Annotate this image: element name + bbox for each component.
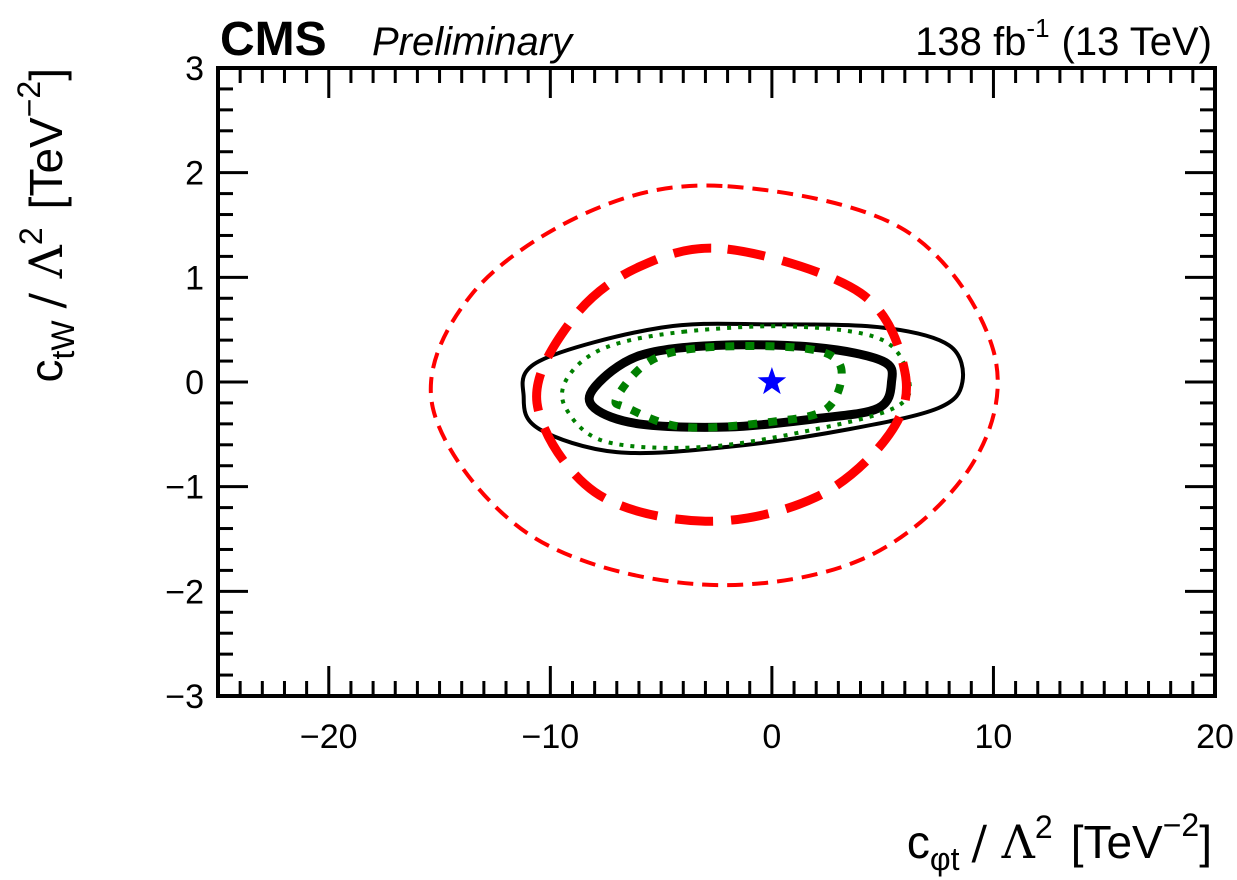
contour-black-thin <box>520 321 965 456</box>
x-tick-label: 0 <box>762 718 781 756</box>
y-tick-label: 0 <box>185 364 204 402</box>
contour-green-thick <box>611 342 846 432</box>
experiment-label: CMS <box>220 13 327 66</box>
x-title-sub: φt <box>930 841 960 877</box>
y-title-sub: tW <box>45 320 81 360</box>
lumi-value: 138 <box>915 20 982 64</box>
y-tick-label: 1 <box>185 259 204 297</box>
x-tick-label: −20 <box>300 718 358 756</box>
contour-red-thick <box>532 243 911 526</box>
y-title-unit: [TeV <box>20 117 72 209</box>
x-axis-title: cφt / Λ2 [TeV−2] <box>907 807 1212 877</box>
best-fit-layer <box>757 367 787 395</box>
x-title-sup: 2 <box>1035 809 1053 845</box>
best-fit-star-marker <box>757 367 787 395</box>
x-tick-label: −10 <box>521 718 579 756</box>
x-title-close: ] <box>1199 816 1212 868</box>
x-tick-label: 20 <box>1196 718 1234 756</box>
y-title-unit-exp: −2 <box>11 81 47 117</box>
y-title-close: ] <box>20 68 72 81</box>
energy-label: (13 TeV) <box>1062 20 1212 64</box>
y-axis-title: ctW / Λ2 [TeV−2] <box>11 68 81 383</box>
x-title-unit: [TeV <box>1071 816 1163 868</box>
luminosity-label: 138 fb-1 (13 TeV) <box>915 13 1212 64</box>
y-tick-label: 2 <box>185 155 204 193</box>
x-title-unit-exp: −2 <box>1163 807 1199 843</box>
y-tick-label: 3 <box>185 50 204 88</box>
x-tick-label: 10 <box>975 718 1013 756</box>
lumi-unit: fb <box>993 20 1026 64</box>
tick-layer <box>216 66 1217 698</box>
x-title-main: c <box>907 816 930 868</box>
y-title-sup: 2 <box>13 227 49 245</box>
contour-red-thin <box>428 183 1000 588</box>
y-tick-label: −3 <box>165 678 204 716</box>
plot-frame <box>216 66 1217 698</box>
contour-layer <box>428 183 1000 588</box>
y-title-main: c <box>20 360 72 383</box>
status-label: Preliminary <box>372 20 575 64</box>
x-title-rest: / Λ <box>972 815 1036 869</box>
y-title-rest: / Λ <box>19 244 73 308</box>
y-tick-label: −2 <box>165 573 204 611</box>
y-tick-label: −1 <box>165 469 204 507</box>
lumi-exponent: -1 <box>1026 13 1049 43</box>
